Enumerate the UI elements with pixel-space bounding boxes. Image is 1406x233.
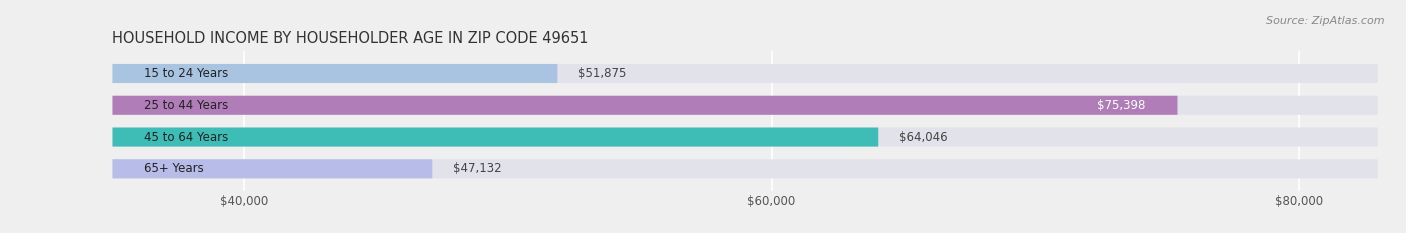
FancyBboxPatch shape <box>112 96 1378 115</box>
Text: $75,398: $75,398 <box>1098 99 1146 112</box>
FancyBboxPatch shape <box>112 64 1378 83</box>
Text: HOUSEHOLD INCOME BY HOUSEHOLDER AGE IN ZIP CODE 49651: HOUSEHOLD INCOME BY HOUSEHOLDER AGE IN Z… <box>112 31 589 46</box>
FancyBboxPatch shape <box>112 127 879 147</box>
Text: $47,132: $47,132 <box>453 162 502 175</box>
Text: 15 to 24 Years: 15 to 24 Years <box>145 67 228 80</box>
Text: 65+ Years: 65+ Years <box>145 162 204 175</box>
Text: 45 to 64 Years: 45 to 64 Years <box>145 130 228 144</box>
FancyBboxPatch shape <box>112 96 1177 115</box>
Text: $64,046: $64,046 <box>900 130 948 144</box>
FancyBboxPatch shape <box>112 127 1378 147</box>
Text: 25 to 44 Years: 25 to 44 Years <box>145 99 228 112</box>
Text: Source: ZipAtlas.com: Source: ZipAtlas.com <box>1267 16 1385 26</box>
FancyBboxPatch shape <box>112 159 1378 178</box>
Text: $51,875: $51,875 <box>578 67 627 80</box>
FancyBboxPatch shape <box>112 159 432 178</box>
FancyBboxPatch shape <box>112 64 557 83</box>
